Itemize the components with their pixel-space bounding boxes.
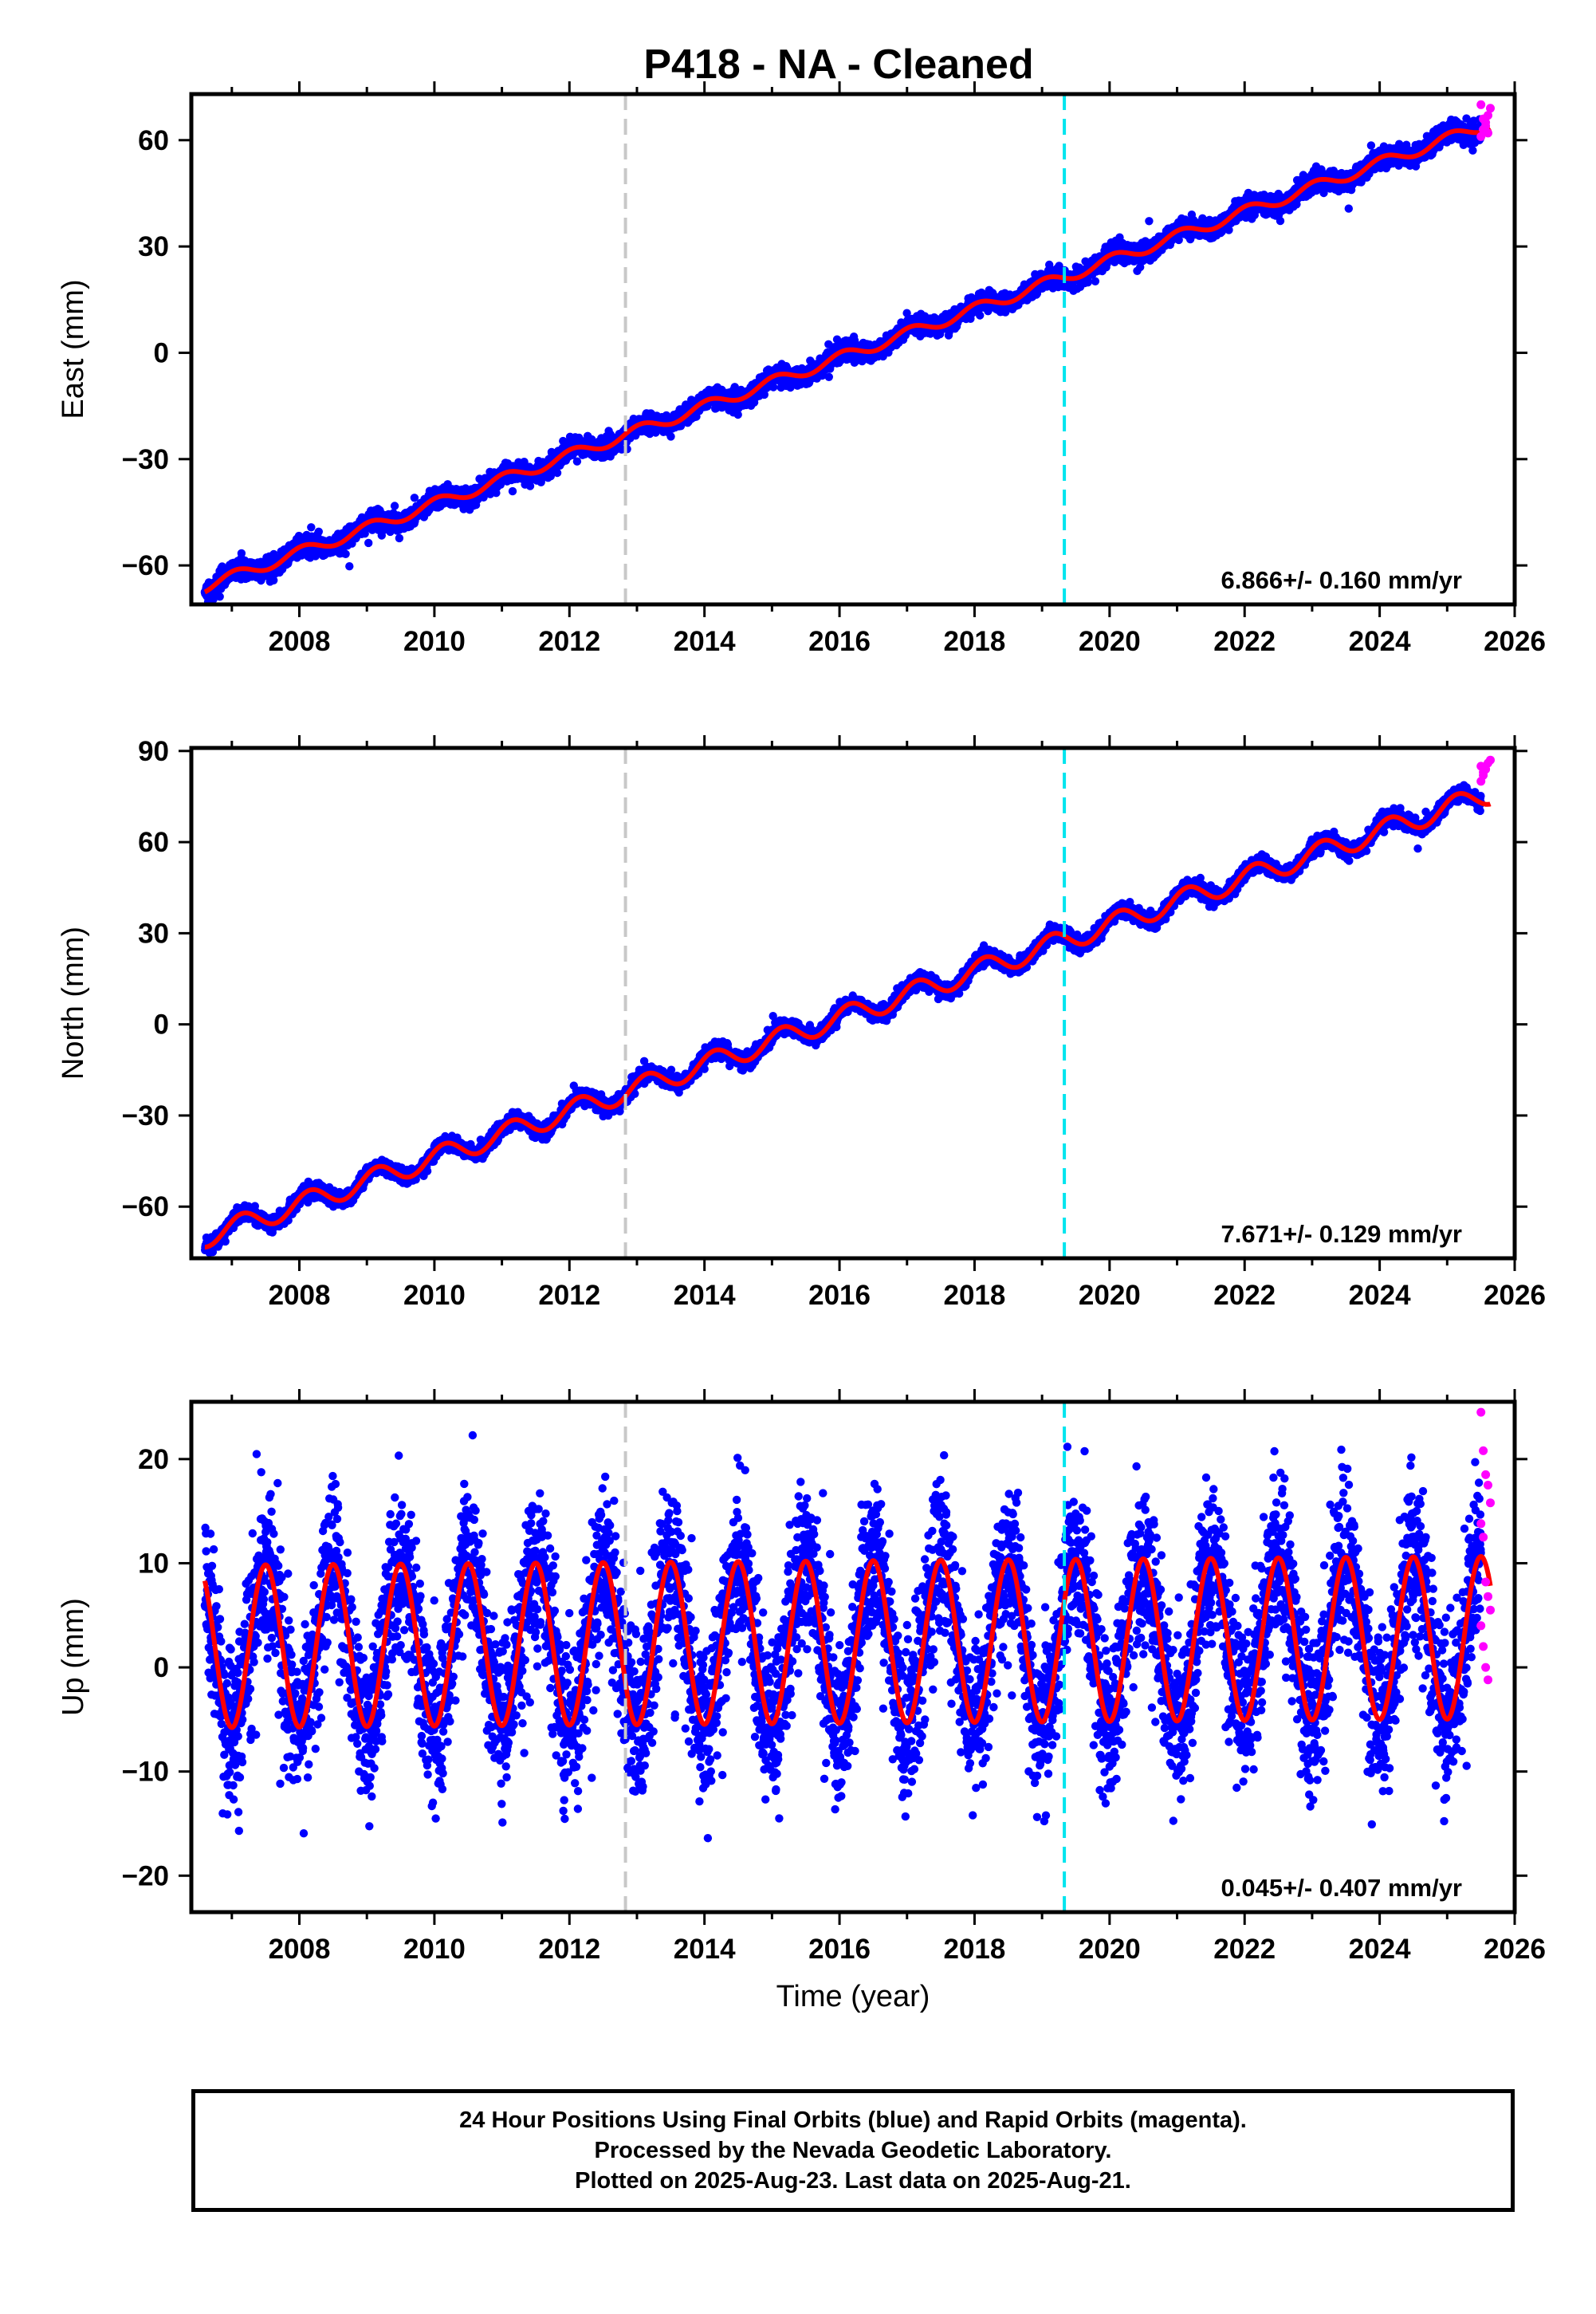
final-orbit-point [552, 468, 562, 478]
final-orbit-point [1083, 278, 1092, 287]
final-orbit-point [666, 432, 675, 441]
final-orbit-point [1091, 277, 1100, 285]
final-orbit-point [572, 457, 582, 466]
panels-group: 2008 2010 2012 2014 2016 2018 2020 2022 2024 2026… [57, 81, 1546, 2013]
final-orbit-point [345, 562, 354, 571]
final-orbit-point [976, 311, 985, 320]
final-orbit-point [341, 549, 350, 558]
final-orbit-points-east [200, 114, 1485, 604]
final-orbit-point [410, 494, 419, 502]
final-orbit-point [307, 523, 316, 532]
panel-east: 2008 2010 2012 2014 2016 2018 2020 2022 2024 2026… [57, 81, 1546, 657]
final-orbit-point [209, 595, 218, 604]
final-orbit-point [364, 538, 373, 548]
final-orbit-point [395, 533, 404, 543]
final-orbit-point [269, 576, 278, 584]
final-orbit-point [390, 502, 399, 510]
chart-title: P418 - NA - Cleaned [643, 41, 1033, 88]
final-orbit-point [314, 527, 323, 536]
final-orbit-point [215, 592, 224, 601]
final-orbit-point [525, 482, 535, 490]
final-orbit-point [237, 549, 246, 558]
final-orbit-point [824, 372, 834, 381]
final-orbit-point [1145, 217, 1154, 226]
final-orbit-point [508, 486, 517, 496]
